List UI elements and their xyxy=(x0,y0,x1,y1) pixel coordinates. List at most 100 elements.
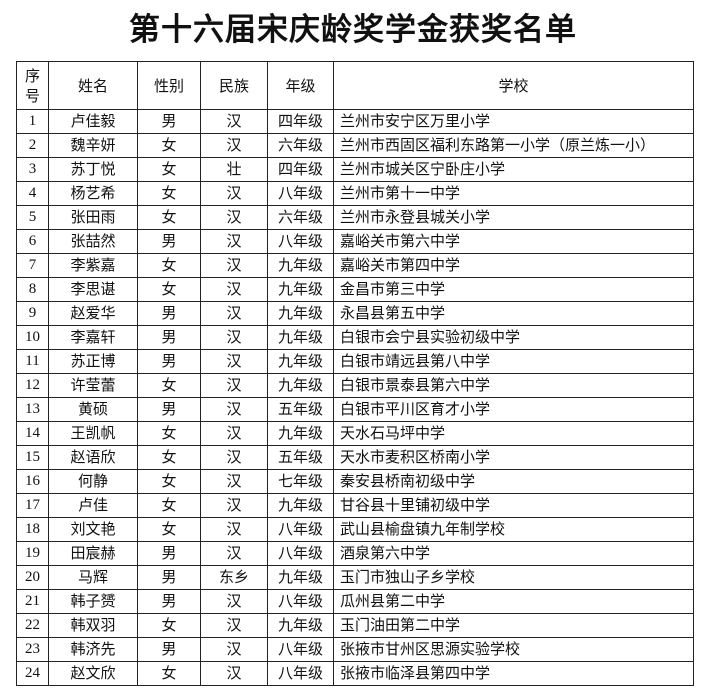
cell-gender: 女 xyxy=(137,493,201,518)
cell-grade: 八年级 xyxy=(267,541,334,566)
cell-gender: 女 xyxy=(137,373,201,398)
cell-grade: 四年级 xyxy=(267,157,334,182)
cell-ethnicity: 汉 xyxy=(200,325,268,350)
table-row: 20 马辉男东乡 九年级 玉门市独山子乡学校 xyxy=(16,565,694,590)
cell-school: 张掖市甘州区思源实验学校 xyxy=(333,637,694,662)
cell-name: 杨艺希 xyxy=(48,181,138,206)
cell-school: 金昌市第三中学 xyxy=(333,277,694,302)
cell-seq: 2 xyxy=(16,133,49,158)
cell-seq: 20 xyxy=(16,565,49,590)
cell-ethnicity: 汉 xyxy=(200,349,268,374)
cell-grade: 九年级 xyxy=(267,613,334,638)
cell-grade: 九年级 xyxy=(267,349,334,374)
table-row: 9 赵爱华男汉九年级 永昌县第五中学 xyxy=(16,301,694,326)
cell-school: 天水石马坪中学 xyxy=(333,421,694,446)
cell-seq: 16 xyxy=(16,469,49,494)
table-row: 17 卢佳女汉九年级 甘谷县十里铺初级中学 xyxy=(16,493,694,518)
cell-gender: 女 xyxy=(137,469,201,494)
cell-grade: 八年级 xyxy=(267,229,334,254)
table-row: 22 韩双羽女汉九年级 玉门油田第二中学 xyxy=(16,613,694,638)
cell-seq: 24 xyxy=(16,661,49,686)
cell-gender: 男 xyxy=(137,565,201,590)
cell-ethnicity: 汉 xyxy=(200,469,268,494)
cell-grade: 九年级 xyxy=(267,421,334,446)
cell-ethnicity: 汉 xyxy=(200,397,268,422)
cell-school: 玉门市独山子乡学校 xyxy=(333,565,694,590)
cell-school: 秦安县桥南初级中学 xyxy=(333,469,694,494)
cell-name: 田宸赫 xyxy=(48,541,138,566)
table-row: 13 黄硕男汉五年级 白银市平川区育才小学 xyxy=(16,397,694,422)
cell-ethnicity: 汉 xyxy=(200,253,268,278)
cell-grade: 九年级 xyxy=(267,253,334,278)
cell-school: 白银市景泰县第六中学 xyxy=(333,373,694,398)
table-row: 14 王凯帆女汉九年级 天水石马坪中学 xyxy=(16,421,694,446)
cell-name: 李紫嘉 xyxy=(48,253,138,278)
cell-grade: 八年级 xyxy=(267,181,334,206)
cell-gender: 女 xyxy=(137,277,201,302)
cell-ethnicity: 汉 xyxy=(200,613,268,638)
cell-gender: 男 xyxy=(137,637,201,662)
table-row: 3 苏丁悦女壮四年级 兰州市城关区宁卧庄小学 xyxy=(16,157,694,182)
cell-ethnicity: 汉 xyxy=(200,493,268,518)
cell-grade: 八年级 xyxy=(267,517,334,542)
cell-school: 瓜州县第二中学 xyxy=(333,589,694,614)
table-row: 23 韩济先男汉八年级 张掖市甘州区思源实验学校 xyxy=(16,637,694,662)
header-gender: 性别 xyxy=(137,61,201,110)
cell-name: 赵语欣 xyxy=(48,445,138,470)
cell-school: 嘉峪关市第四中学 xyxy=(333,253,694,278)
table-row: 6 张喆然男汉八年级 嘉峪关市第六中学 xyxy=(16,229,694,254)
cell-gender: 男 xyxy=(137,229,201,254)
cell-seq: 6 xyxy=(16,229,49,254)
cell-school: 白银市平川区育才小学 xyxy=(333,397,694,422)
cell-grade: 九年级 xyxy=(267,493,334,518)
cell-school: 兰州市西固区福利东路第一小学（原兰炼一小） xyxy=(333,133,694,158)
table-row: 4 杨艺希女汉八年级 兰州市第十一中学 xyxy=(16,181,694,206)
cell-grade: 六年级 xyxy=(267,205,334,230)
cell-name: 韩济先 xyxy=(48,637,138,662)
cell-name: 马辉 xyxy=(48,565,138,590)
cell-ethnicity: 汉 xyxy=(200,445,268,470)
cell-name: 卢佳 xyxy=(48,493,138,518)
cell-school: 武山县榆盘镇九年制学校 xyxy=(333,517,694,542)
cell-gender: 女 xyxy=(137,445,201,470)
cell-gender: 男 xyxy=(137,349,201,374)
cell-ethnicity: 汉 xyxy=(200,373,268,398)
cell-name: 刘文艳 xyxy=(48,517,138,542)
cell-seq: 13 xyxy=(16,397,49,422)
header-seq: 序号 xyxy=(16,61,49,110)
table-row: 8 李思谌女汉九年级 金昌市第三中学 xyxy=(16,277,694,302)
table-row: 12 许莹蕾女汉九年级 白银市景泰县第六中学 xyxy=(16,373,694,398)
table-row: 10 李嘉轩男汉九年级 白银市会宁县实验初级中学 xyxy=(16,325,694,350)
cell-name: 黄硕 xyxy=(48,397,138,422)
cell-seq: 19 xyxy=(16,541,49,566)
cell-ethnicity: 汉 xyxy=(200,637,268,662)
cell-gender: 男 xyxy=(137,325,201,350)
cell-seq: 22 xyxy=(16,613,49,638)
cell-school: 天水市麦积区桥南小学 xyxy=(333,445,694,470)
table-row: 2 魏辛妍女汉六年级 兰州市西固区福利东路第一小学（原兰炼一小） xyxy=(16,133,694,158)
cell-seq: 21 xyxy=(16,589,49,614)
cell-ethnicity: 汉 xyxy=(200,421,268,446)
awardee-table: 序号 姓名 性别 民族 年级 学校 1 卢佳毅男汉四年级 兰州市安宁区万里小学 2 魏辛… xyxy=(16,61,694,686)
table-row: 19 田宸赫男汉八年级 酒泉第六中学 xyxy=(16,541,694,566)
cell-seq: 10 xyxy=(16,325,49,350)
cell-grade: 九年级 xyxy=(267,277,334,302)
cell-ethnicity: 汉 xyxy=(200,661,268,686)
cell-school: 玉门油田第二中学 xyxy=(333,613,694,638)
cell-ethnicity: 壮 xyxy=(200,157,268,182)
cell-ethnicity: 汉 xyxy=(200,277,268,302)
cell-grade: 九年级 xyxy=(267,373,334,398)
table-row: 5 张田雨女汉六年级 兰州市永登县城关小学 xyxy=(16,205,694,230)
cell-name: 何静 xyxy=(48,469,138,494)
table-row: 15 赵语欣女汉五年级 天水市麦积区桥南小学 xyxy=(16,445,694,470)
cell-school: 永昌县第五中学 xyxy=(333,301,694,326)
table-row: 16 何静女汉七年级 秦安县桥南初级中学 xyxy=(16,469,694,494)
cell-school: 张掖市临泽县第四中学 xyxy=(333,661,694,686)
cell-gender: 男 xyxy=(137,109,201,134)
cell-ethnicity: 汉 xyxy=(200,517,268,542)
cell-gender: 男 xyxy=(137,589,201,614)
cell-name: 张喆然 xyxy=(48,229,138,254)
cell-grade: 五年级 xyxy=(267,397,334,422)
cell-gender: 男 xyxy=(137,397,201,422)
cell-school: 白银市靖远县第八中学 xyxy=(333,349,694,374)
